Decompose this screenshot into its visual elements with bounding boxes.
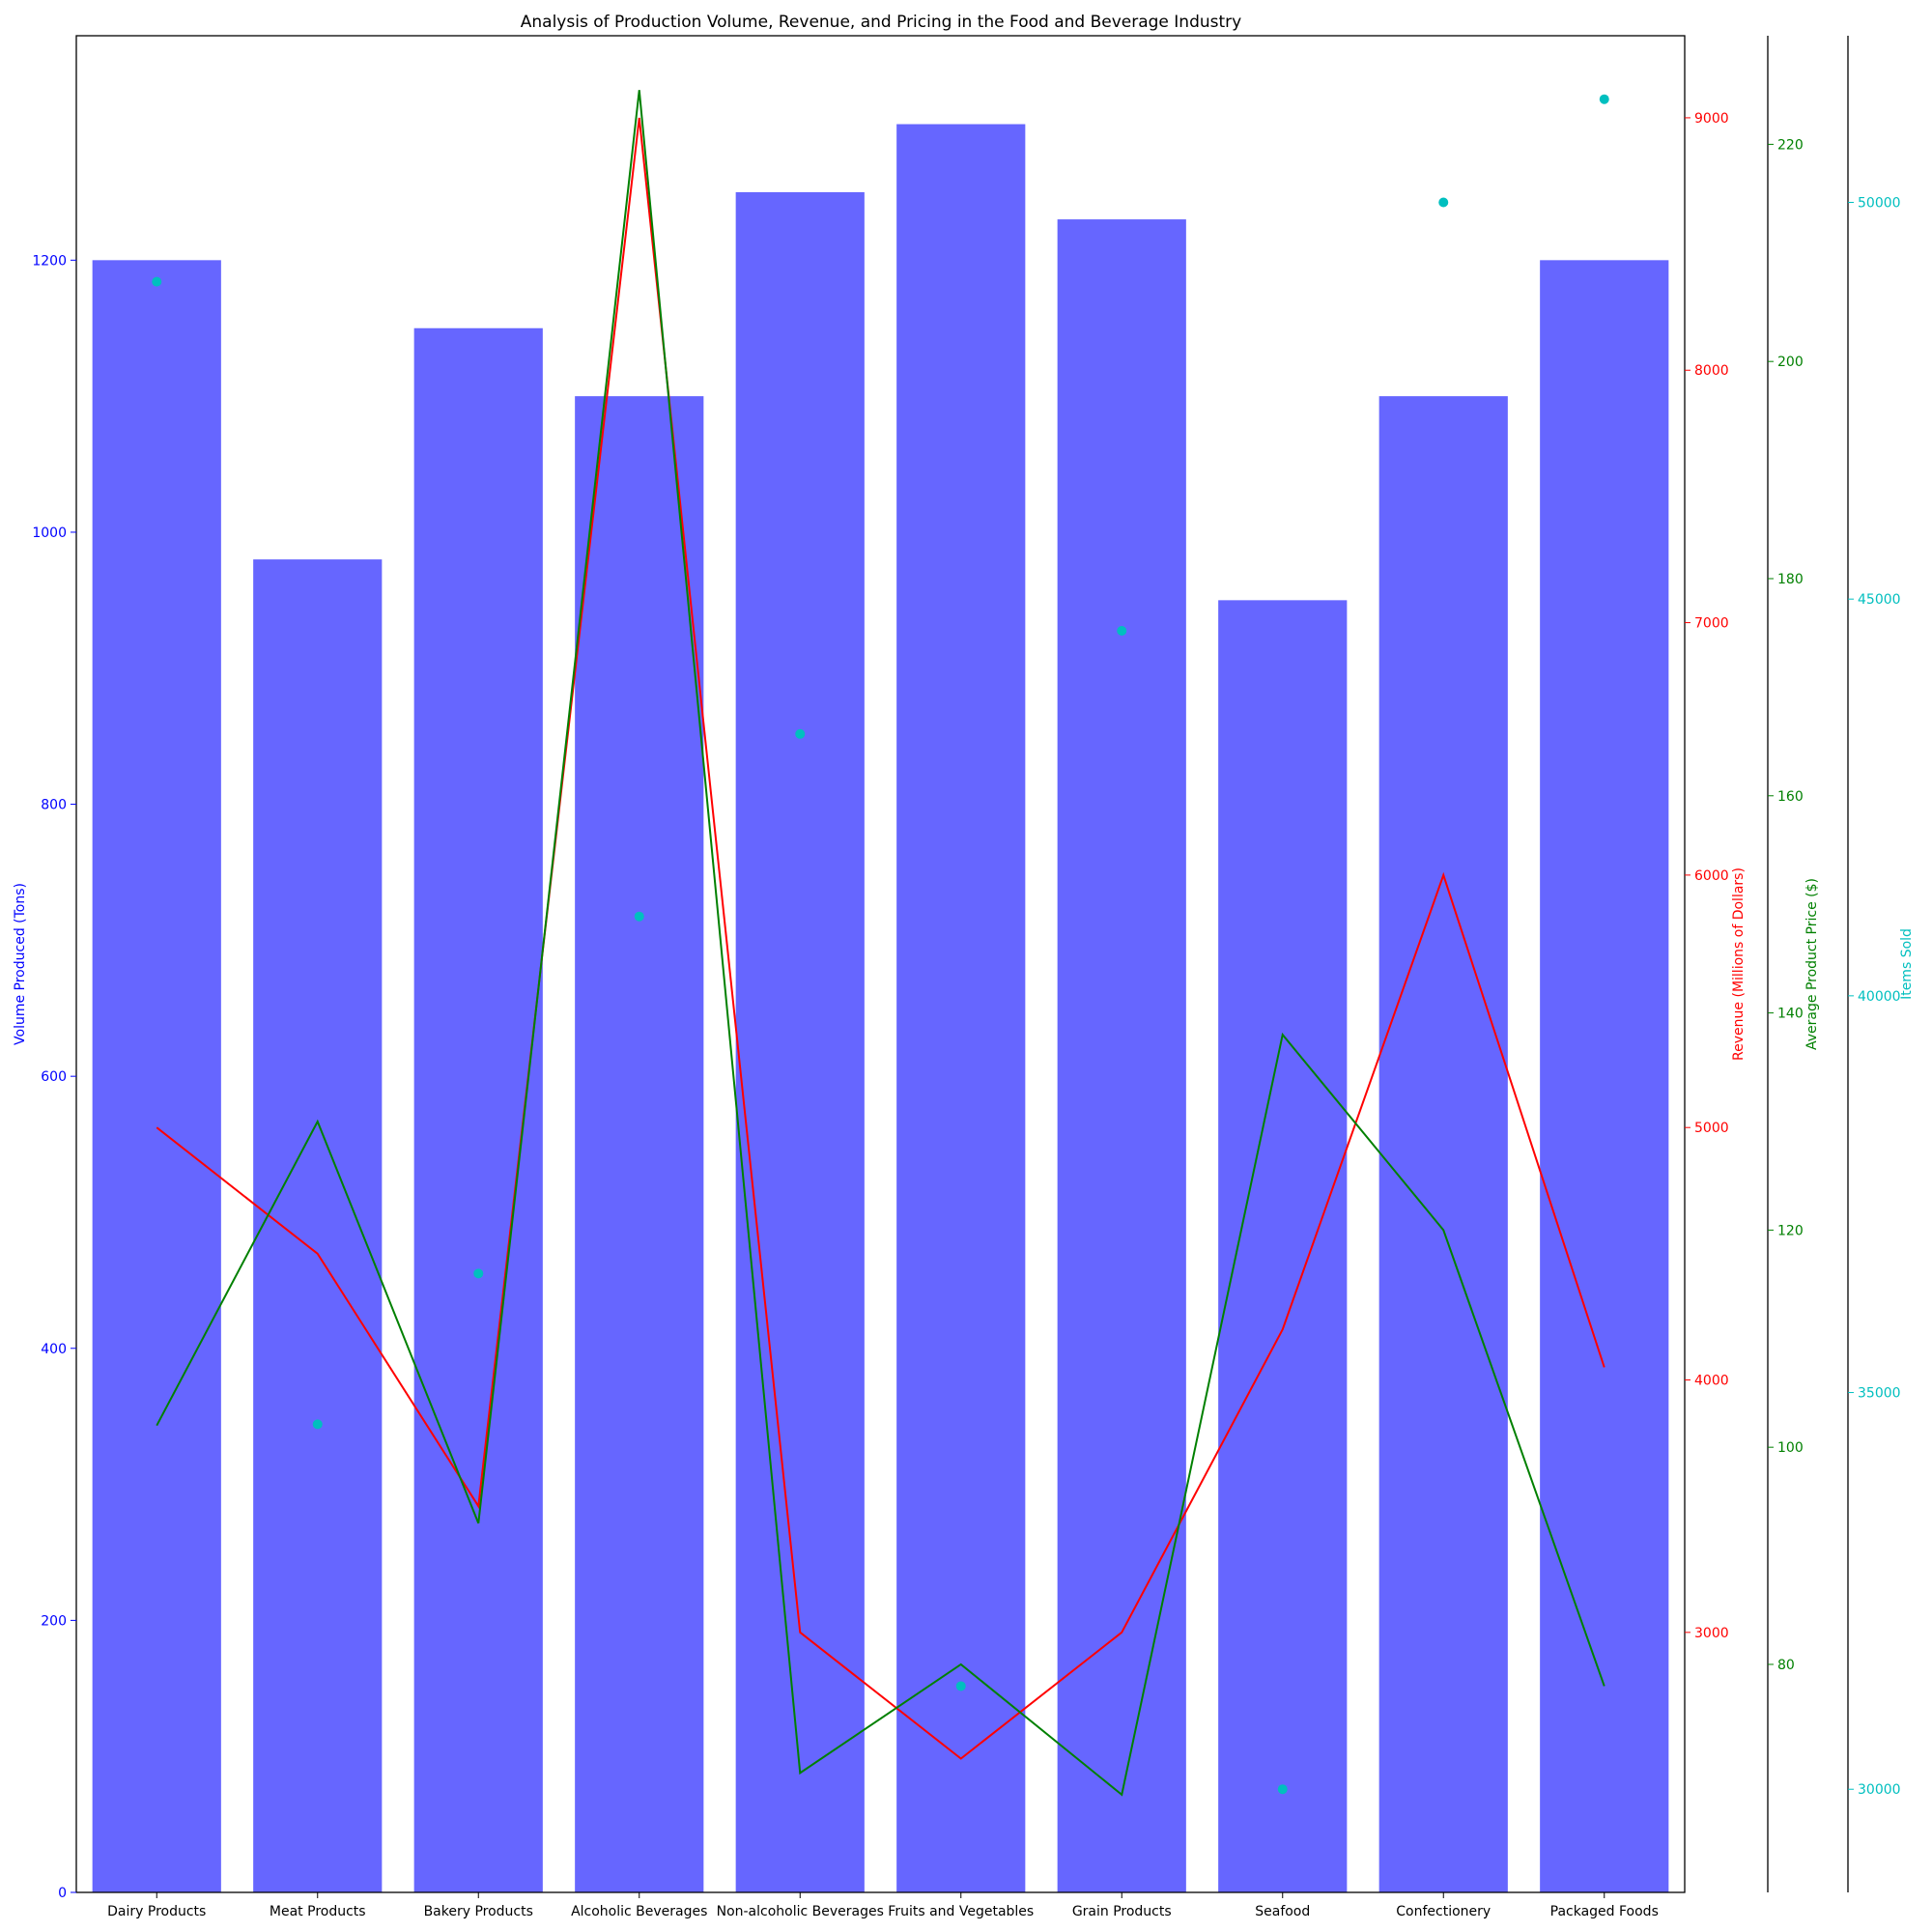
volume-tick-label-6: 1000 (32, 526, 67, 541)
revenue-axis: 3000 4000 5000 6000 7000 8000 9000 (1685, 111, 1729, 1641)
bar-2 (253, 559, 383, 1892)
items-point-8 (1277, 1784, 1288, 1795)
volume-axis: 0 200 400 600 800 1000 1200 (32, 253, 76, 1901)
price-axis-label: Average Product Price ($) (1804, 878, 1820, 1050)
items-point-3 (473, 1268, 484, 1279)
x-tick-label-5: Non-alcoholic Beverages (717, 1904, 884, 1919)
volume-tick-label-4: 600 (41, 1069, 67, 1085)
revenue-tick-label-5: 7000 (1694, 616, 1729, 632)
volume-tick-label-3: 400 (41, 1342, 67, 1357)
price-line (156, 90, 1605, 1797)
x-tick-label-10: Packaged Foods (1550, 1904, 1659, 1919)
revenue-axis-label: Revenue (Millions of Dollars) (1731, 867, 1747, 1061)
revenue-line (156, 117, 1605, 1760)
bar-4 (575, 396, 704, 1893)
x-tick-label-3: Bakery Products (424, 1904, 533, 1919)
bar-5 (735, 191, 865, 1892)
revenue-tick-label-4: 6000 (1694, 868, 1729, 884)
revenue-tick-label-2: 4000 (1694, 1374, 1729, 1389)
price-axis: 80 100 120 140 160 180 200 220 (1767, 36, 1804, 1892)
items-tick-label-2: 35000 (1858, 1386, 1901, 1402)
bar-8 (1218, 600, 1348, 1893)
items-axis: 30000 35000 40000 45000 50000 (1847, 36, 1901, 1892)
volume-axis-label: Volume Produced (Tons) (13, 883, 28, 1045)
items-scatter-series (152, 94, 1609, 1795)
x-tick-label-8: Seafood (1255, 1904, 1310, 1919)
bar-10 (1540, 260, 1669, 1892)
revenue-tick-label-3: 5000 (1694, 1121, 1729, 1136)
volume-tick-label-5: 800 (41, 798, 67, 813)
price-tick-label-4: 140 (1777, 1007, 1804, 1022)
price-tick-label-3: 120 (1777, 1223, 1804, 1238)
bar-series (92, 124, 1669, 1893)
revenue-tick-label-6: 8000 (1694, 363, 1729, 379)
bar-6 (896, 124, 1026, 1892)
items-point-7 (1117, 626, 1127, 637)
volume-tick-label-7: 1200 (32, 253, 67, 269)
revenue-tick-label-1: 3000 (1694, 1626, 1729, 1641)
price-tick-label-1: 80 (1777, 1658, 1795, 1673)
bar-7 (1057, 219, 1186, 1893)
x-tick-label-9: Confectionery (1396, 1904, 1491, 1919)
price-tick-label-2: 100 (1777, 1440, 1804, 1456)
items-tick-label-3: 40000 (1858, 989, 1901, 1005)
items-tick-label-4: 45000 (1858, 592, 1901, 608)
items-point-9 (1438, 197, 1449, 208)
items-point-5 (795, 728, 806, 739)
items-point-6 (955, 1681, 966, 1691)
x-axis: Dairy Products Meat Products Bakery Produc… (107, 1892, 1659, 1919)
x-tick-label-1: Dairy Products (107, 1904, 206, 1919)
items-tick-label-5: 50000 (1858, 195, 1901, 211)
x-tick-label-4: Alcoholic Beverages (571, 1904, 707, 1919)
items-point-2 (312, 1419, 323, 1430)
revenue-line-series (156, 117, 1605, 1760)
x-tick-label-7: Grain Products (1072, 1904, 1172, 1919)
x-tick-label-2: Meat Products (270, 1904, 366, 1919)
price-tick-label-5: 160 (1777, 789, 1804, 805)
plot-frame (75, 35, 1686, 1893)
volume-tick-label-2: 200 (41, 1613, 67, 1629)
items-point-10 (1599, 94, 1609, 104)
revenue-tick-label-7: 9000 (1694, 111, 1729, 127)
x-tick-label-6: Fruits and Vegetables (888, 1904, 1034, 1919)
items-tick-label-1: 30000 (1858, 1782, 1901, 1798)
price-tick-label-7: 200 (1777, 355, 1804, 370)
volume-tick-label-1: 0 (58, 1886, 67, 1901)
chart-title: Analysis of Production Volume, Revenue, … (521, 13, 1241, 32)
price-tick-label-8: 220 (1777, 137, 1804, 153)
price-tick-label-6: 180 (1777, 572, 1804, 587)
price-line-series (156, 90, 1605, 1797)
items-axis-label: Items Sold (1899, 928, 1915, 1000)
items-point-1 (152, 276, 162, 287)
bar-1 (92, 260, 221, 1892)
bar-3 (413, 327, 543, 1892)
bar-9 (1378, 396, 1508, 1893)
items-point-4 (634, 911, 644, 922)
